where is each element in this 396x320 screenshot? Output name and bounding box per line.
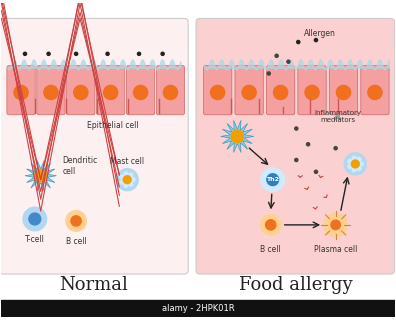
Circle shape [266,220,276,230]
FancyBboxPatch shape [235,66,263,115]
Text: Food allergy: Food allergy [240,276,353,294]
Text: Allergen: Allergen [304,29,336,38]
Circle shape [47,52,50,55]
Circle shape [231,130,244,143]
Circle shape [74,85,88,100]
Circle shape [261,168,284,191]
Circle shape [131,178,135,182]
Circle shape [116,169,138,191]
Circle shape [74,52,78,55]
Text: Inflammatory
mediators: Inflammatory mediators [314,110,361,123]
Circle shape [295,158,298,162]
Circle shape [352,168,356,172]
Circle shape [331,220,340,230]
Circle shape [295,127,298,130]
Circle shape [161,52,164,55]
Polygon shape [221,120,254,153]
Circle shape [334,147,337,150]
FancyBboxPatch shape [196,19,394,274]
Circle shape [29,213,41,225]
Circle shape [348,164,352,168]
Circle shape [34,169,47,182]
Circle shape [324,213,347,237]
Text: Th2: Th2 [266,177,279,182]
Circle shape [23,52,27,55]
FancyBboxPatch shape [126,66,155,115]
Circle shape [164,85,177,100]
Polygon shape [25,160,57,191]
Circle shape [44,85,58,100]
Circle shape [357,157,361,161]
Circle shape [14,85,28,100]
Text: Normal: Normal [59,276,128,294]
Circle shape [267,72,270,75]
Circle shape [211,85,225,100]
Text: Dendritic
cell: Dendritic cell [62,156,97,176]
Circle shape [314,38,318,42]
Circle shape [261,215,281,235]
Circle shape [337,85,350,100]
Circle shape [267,174,279,186]
Text: B cell: B cell [66,237,86,246]
Text: Plasma cell: Plasma cell [314,244,357,253]
Circle shape [344,153,366,175]
Circle shape [351,160,359,168]
FancyBboxPatch shape [67,66,95,115]
Circle shape [287,60,290,63]
Circle shape [137,52,141,55]
Circle shape [314,170,318,173]
FancyBboxPatch shape [0,19,188,274]
FancyBboxPatch shape [156,66,185,115]
FancyBboxPatch shape [298,66,326,115]
Circle shape [104,85,118,100]
Text: T-cell: T-cell [25,235,45,244]
Circle shape [297,40,300,44]
Text: Mast cell: Mast cell [110,157,144,166]
Circle shape [23,207,47,231]
Circle shape [124,183,128,188]
Circle shape [71,216,81,226]
FancyBboxPatch shape [37,66,65,115]
FancyBboxPatch shape [361,66,389,115]
Circle shape [124,172,128,176]
Circle shape [242,85,256,100]
FancyBboxPatch shape [7,66,35,115]
FancyBboxPatch shape [267,66,295,115]
Circle shape [357,167,361,171]
Circle shape [120,180,124,184]
Circle shape [307,143,310,146]
FancyBboxPatch shape [329,66,358,115]
Circle shape [368,85,382,100]
Circle shape [106,52,109,55]
Circle shape [133,85,148,100]
Circle shape [274,85,287,100]
Bar [2,300,394,317]
Circle shape [129,182,133,186]
Circle shape [66,211,86,231]
Circle shape [120,175,124,179]
Circle shape [129,173,133,177]
FancyBboxPatch shape [97,66,125,115]
Text: alamy - 2HPK01R: alamy - 2HPK01R [162,304,234,313]
Circle shape [352,156,356,160]
Circle shape [359,162,363,166]
Text: B cell: B cell [261,244,281,253]
Text: Epithelial cell: Epithelial cell [88,121,139,130]
Circle shape [275,54,278,57]
FancyBboxPatch shape [204,66,232,115]
Circle shape [123,176,131,184]
Circle shape [305,85,319,100]
Circle shape [348,159,352,163]
